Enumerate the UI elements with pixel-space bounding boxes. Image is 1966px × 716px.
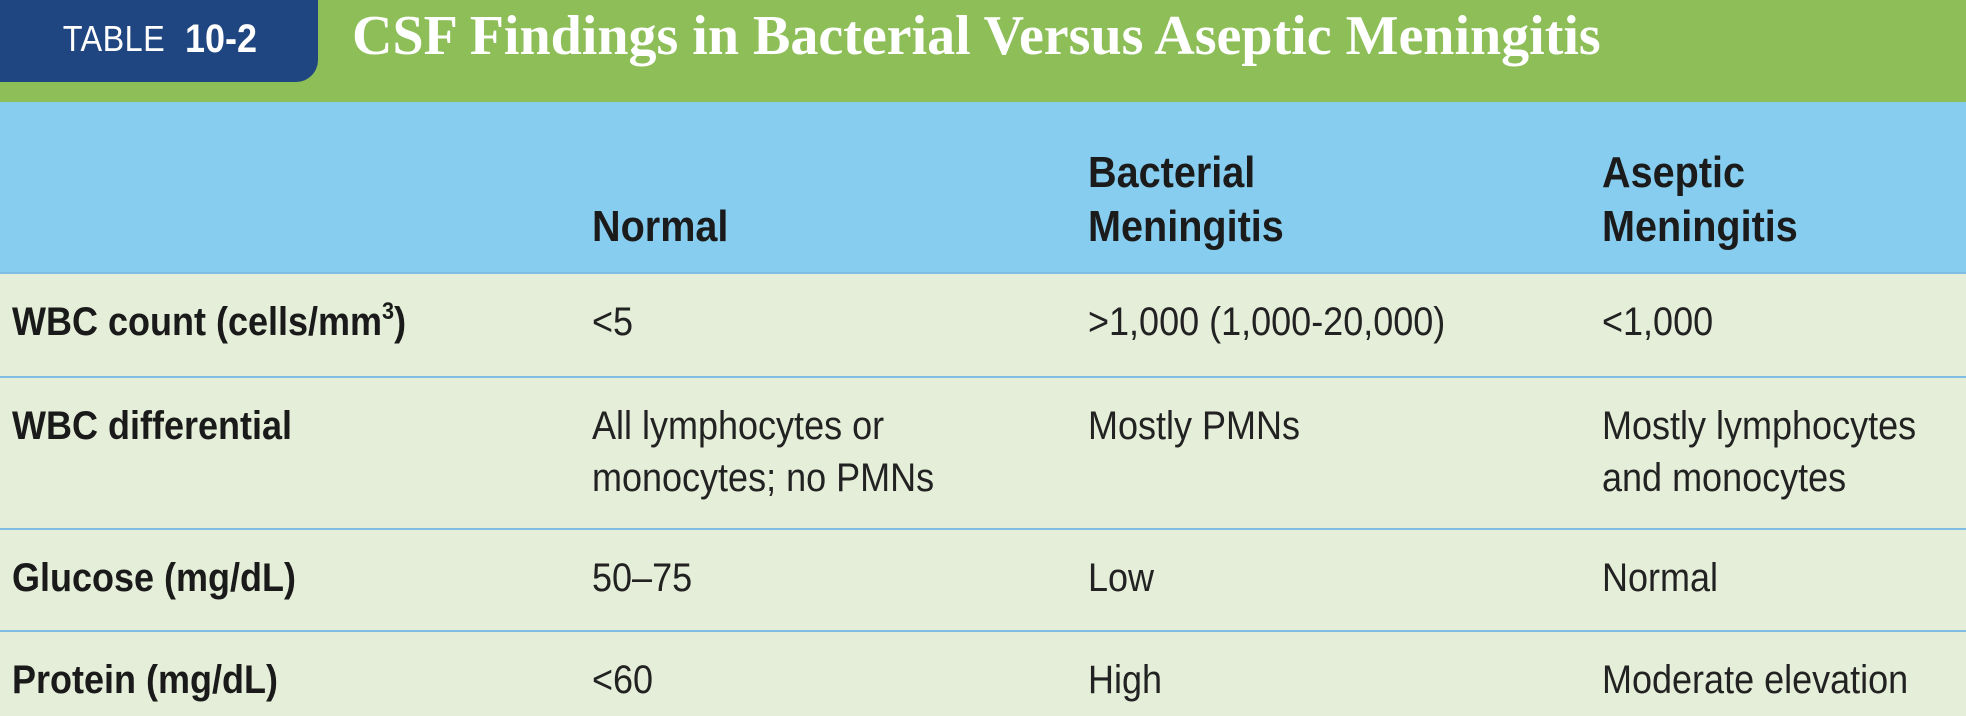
row-label-glucose: Glucose (mg/dL) [12,552,296,604]
table-row-glucose: Glucose (mg/dL) 50–75 Low Normal [0,528,1966,630]
cell-normal-wbc-count: <5 [592,296,633,348]
table-tag-number: 10-2 [185,17,257,62]
row-label-wbc-differential: WBC differential [12,400,292,452]
column-header-aseptic: Aseptic Meningitis [1602,146,1798,254]
cell-aseptic-protein: Moderate elevation [1602,654,1908,706]
cell-bacterial-protein: High [1088,654,1162,706]
cell-normal-wbc-differential: All lymphocytes or monocytes; no PMNs [592,400,934,504]
column-header-row: Normal Bacterial Meningitis Aseptic Meni… [0,102,1966,272]
cell-normal-glucose: 50–75 [592,552,692,604]
table-row-wbc-count: WBC count (cells/mm3) <5 >1,000 (1,000-2… [0,272,1966,376]
table-header-banner: TABLE 10-2 CSF Findings in Bacterial Ver… [0,0,1966,102]
row-label-protein: Protein (mg/dL) [12,654,278,706]
csf-findings-table: Normal Bacterial Meningitis Aseptic Meni… [0,102,1966,716]
table-row-wbc-differential: WBC differential All lymphocytes or mono… [0,376,1966,528]
table-number-tag: TABLE 10-2 [0,0,318,82]
cell-bacterial-wbc-count: >1,000 (1,000-20,000) [1088,296,1445,348]
cell-bacterial-glucose: Low [1088,552,1154,604]
row-label-wbc-count: WBC count (cells/mm3) [12,296,406,348]
table-row-protein: Protein (mg/dL) <60 High Moderate elevat… [0,630,1966,716]
cell-normal-protein: <60 [592,654,653,706]
cell-bacterial-wbc-differential: Mostly PMNs [1088,400,1300,452]
cell-aseptic-wbc-differential: Mostly lymphocytes and monocytes [1602,400,1916,504]
cell-aseptic-glucose: Normal [1602,552,1718,604]
table-title: CSF Findings in Bacterial Versus Aseptic… [352,2,1601,74]
column-header-normal: Normal [592,200,728,254]
table-tag-word: TABLE [63,18,165,60]
cell-aseptic-wbc-count: <1,000 [1602,296,1713,348]
column-header-bacterial: Bacterial Meningitis [1088,146,1284,254]
